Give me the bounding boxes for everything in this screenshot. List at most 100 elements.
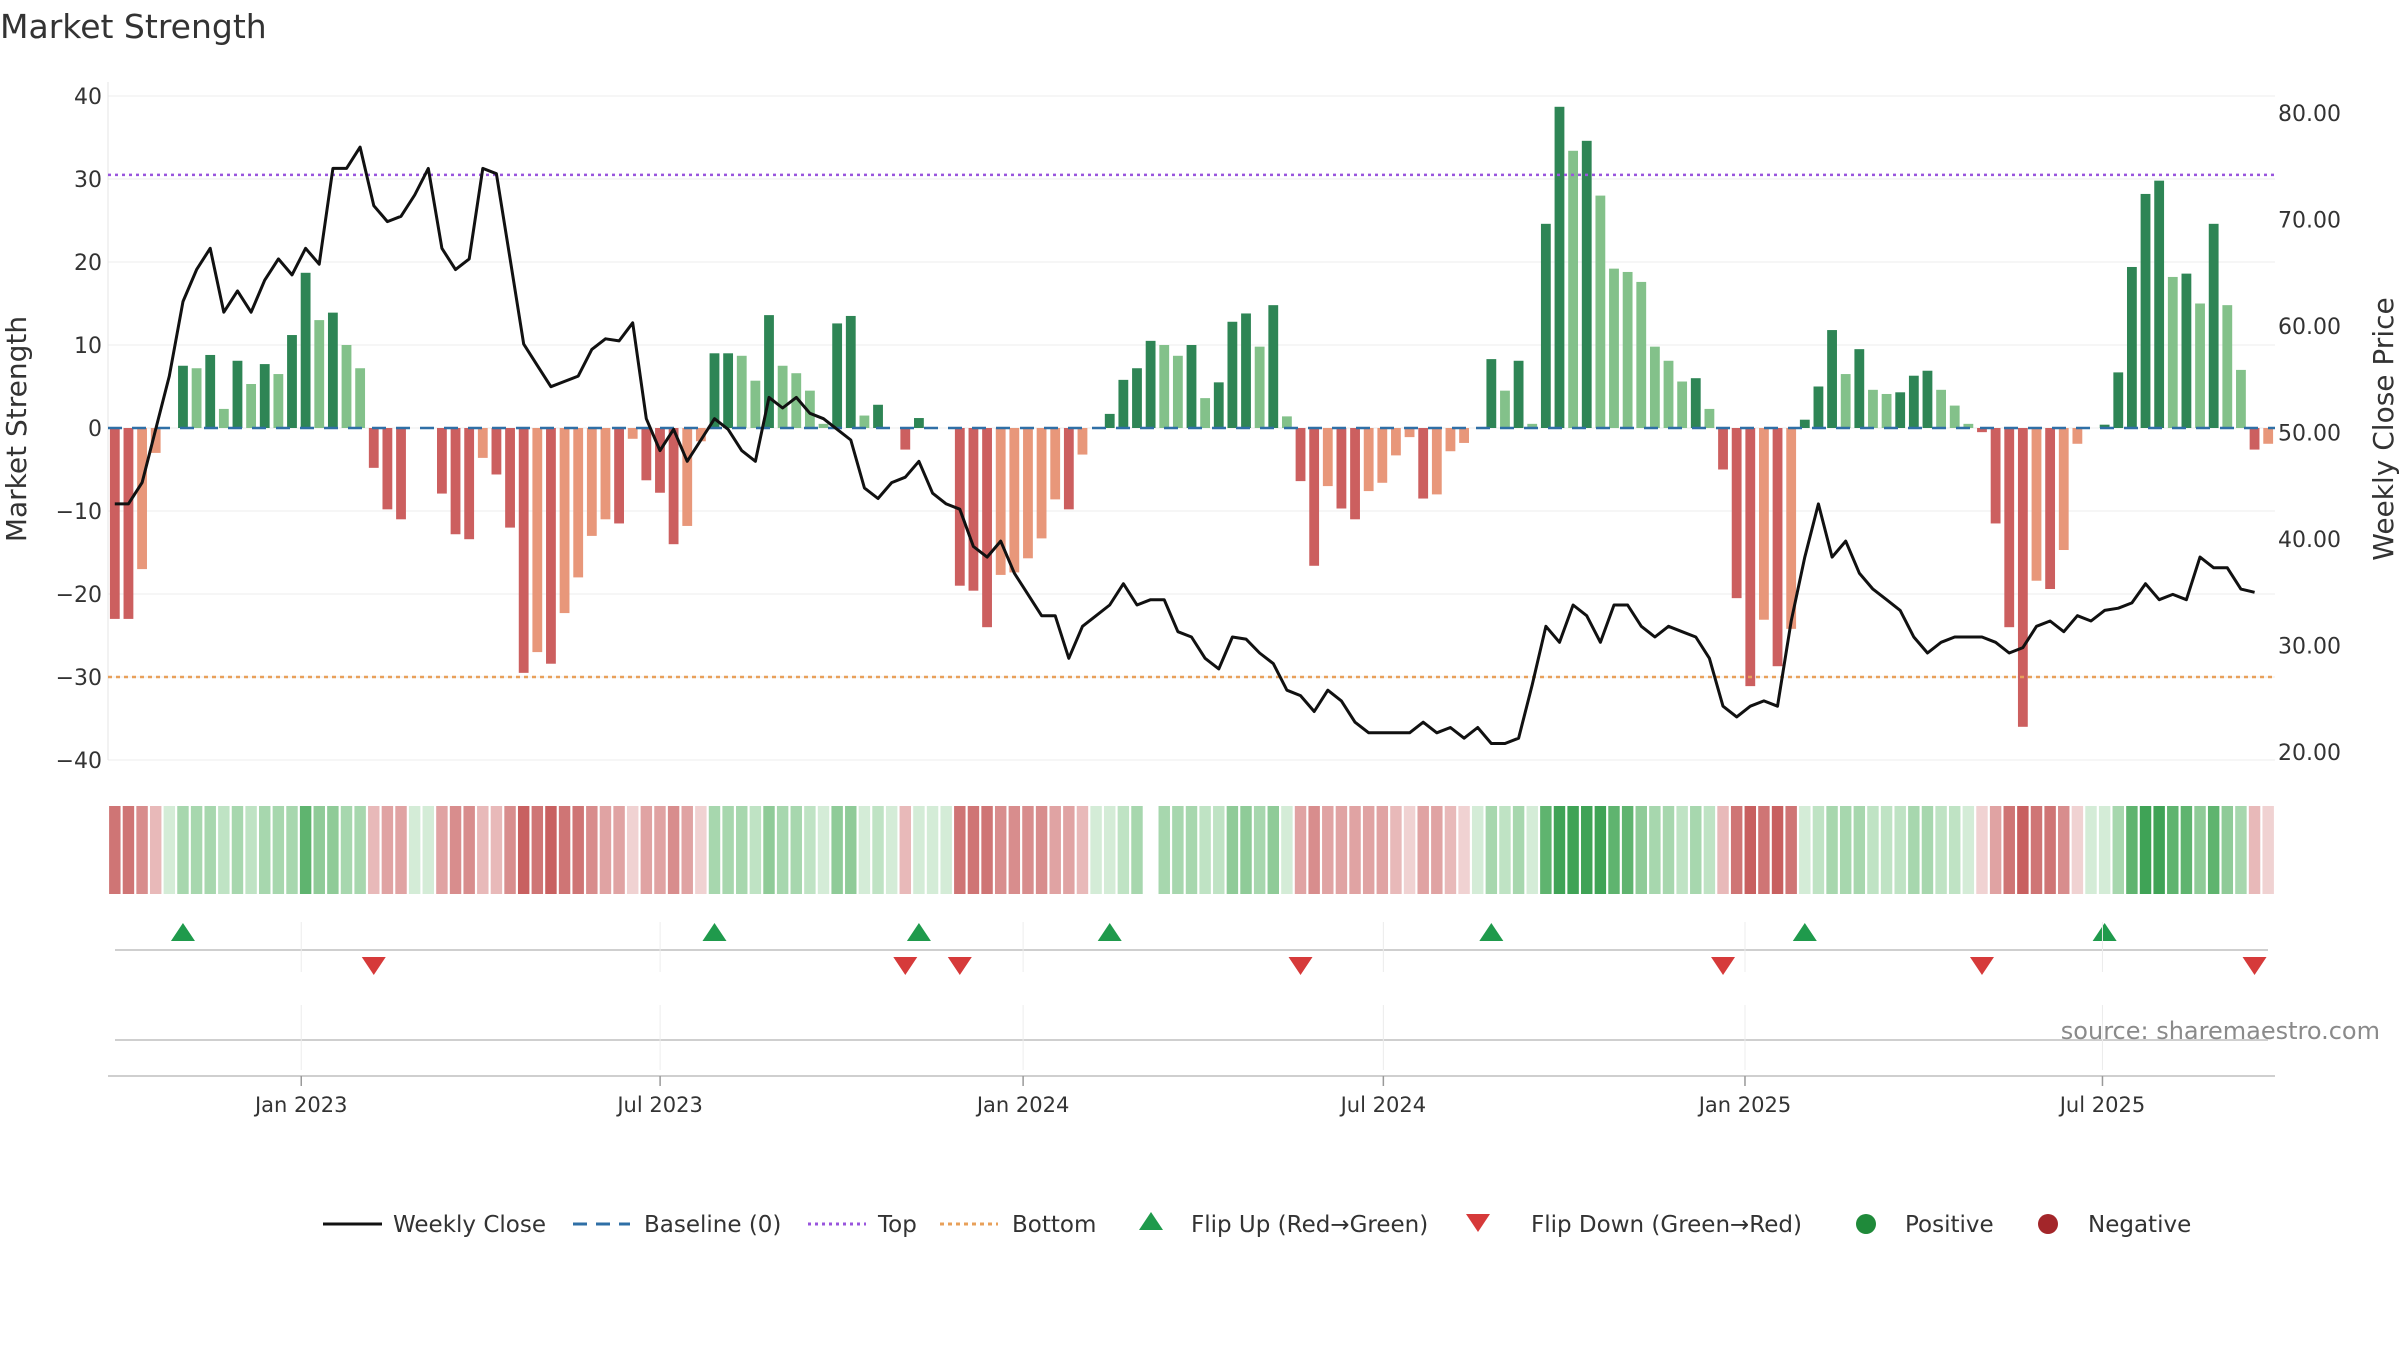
heat-cell <box>272 806 285 894</box>
strength-bar <box>191 368 202 428</box>
strength-bar <box>1377 428 1388 483</box>
heat-cell <box>845 806 857 894</box>
heat-cell <box>586 806 598 894</box>
strength-bar <box>1731 428 1742 599</box>
heat-cell <box>2153 806 2165 894</box>
heat-cell <box>354 806 366 894</box>
strength-bar <box>205 354 216 428</box>
heat-cell <box>1989 806 2002 894</box>
strength-bar <box>232 360 243 428</box>
heat-cell <box>1008 806 1021 894</box>
strength-bar <box>818 423 829 428</box>
heat-cell <box>776 806 789 894</box>
heat-cell <box>858 806 871 894</box>
flip-down-marker <box>1711 957 1736 975</box>
strength-bar <box>1895 392 1906 428</box>
strength-bar <box>1391 428 1401 456</box>
strength-bar <box>178 365 188 428</box>
strength-bar <box>2167 276 2178 428</box>
left-tick-label: 10 <box>74 334 102 359</box>
weekly-close-line <box>114 145 2255 745</box>
strength-bar <box>1281 416 1292 428</box>
strength-bar <box>1663 360 1674 428</box>
heat-cell <box>1104 806 1116 894</box>
flip-up-marker <box>1479 923 1504 941</box>
heat-cell <box>981 806 993 894</box>
heat-cell <box>613 806 625 894</box>
heat-cell <box>1635 806 1647 894</box>
heat-cell <box>1976 806 1988 894</box>
heat-cell <box>1117 806 1130 894</box>
heat-cell <box>436 806 448 894</box>
heat-cell <box>1431 806 1443 894</box>
strength-bar <box>368 428 379 468</box>
strength-bar <box>1227 321 1238 428</box>
strength-bar <box>109 428 120 619</box>
heat-cell <box>1417 806 1429 894</box>
heat-cell <box>2044 806 2056 894</box>
heat-cell <box>954 806 966 894</box>
heat-cell <box>381 806 394 894</box>
heat-cell <box>817 806 830 894</box>
legend-positive-icon <box>1856 1214 1876 1234</box>
strength-bar <box>1322 428 1333 487</box>
heat-cell <box>899 806 912 894</box>
strength-bar <box>655 428 665 493</box>
heat-cell <box>1240 806 1252 894</box>
right-tick-label: 40.00 <box>2278 528 2341 553</box>
strength-bar <box>2058 428 2069 551</box>
strength-bar <box>1172 355 1183 428</box>
heat-cell <box>1812 806 1825 894</box>
heat-cell <box>1540 806 1552 894</box>
weekly-close-line-group <box>114 145 2255 745</box>
strength-bar <box>573 428 584 578</box>
strength-bar <box>791 373 802 428</box>
heat-cell <box>1076 806 1089 894</box>
strength-bars <box>109 106 2274 727</box>
strength-bar <box>750 380 761 428</box>
heat-cell <box>2112 806 2124 894</box>
heat-cell <box>626 806 639 894</box>
heat-cell <box>1499 806 1511 894</box>
right-tick-label: 80.00 <box>2278 102 2341 127</box>
heat-cell <box>1676 806 1688 894</box>
strength-bar <box>900 428 911 450</box>
heat-cell <box>1690 806 1702 894</box>
heat-cell <box>1567 806 1579 894</box>
legend-negative-icon <box>2038 1214 2058 1234</box>
heat-cell <box>504 806 516 894</box>
strength-bar <box>341 345 352 428</box>
strength-bar <box>300 272 311 428</box>
strength-bar <box>1704 408 1715 428</box>
strength-bar <box>1213 382 1224 428</box>
strength-bar <box>450 428 461 535</box>
heat-cell <box>1758 806 1770 894</box>
strength-bar <box>1186 345 1197 428</box>
heat-cell <box>163 806 176 894</box>
heat-cell <box>736 806 748 894</box>
strength-bar <box>1554 106 1565 428</box>
left-tick-label: 0 <box>88 417 102 442</box>
heat-cell <box>695 806 707 894</box>
strength-bar <box>1023 428 1033 559</box>
strength-bar <box>1132 368 1142 428</box>
date-tick-label: Jan 2025 <box>1697 1093 1792 1117</box>
strength-bar <box>1868 389 1878 428</box>
heat-cell <box>490 806 503 894</box>
heat-cell <box>1703 806 1716 894</box>
heat-cell <box>1362 806 1375 894</box>
flip-down-marker <box>893 957 918 975</box>
strength-bar <box>2208 223 2219 428</box>
heat-cell <box>1962 806 1975 894</box>
strength-bar <box>1050 428 1061 500</box>
source-label: source: sharemaestro.com <box>2061 1017 2380 1045</box>
heat-cell <box>1158 806 1170 894</box>
strength-bar <box>1513 360 1524 428</box>
heat-cell <box>1526 806 1538 894</box>
strength-bar <box>491 428 502 475</box>
legend-weekly-close: Weekly Close <box>393 1212 546 1238</box>
strength-bar <box>1268 305 1279 428</box>
strength-bar <box>1854 349 1865 428</box>
heat-cell <box>1744 806 1757 894</box>
